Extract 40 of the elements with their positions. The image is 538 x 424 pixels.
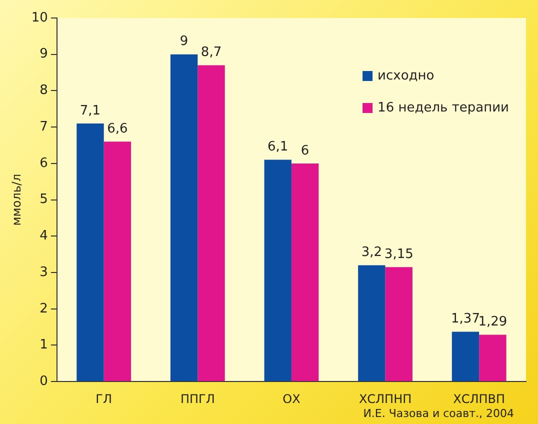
data-label: 6 (300, 143, 310, 158)
x-tick-label: ГЛ (96, 392, 112, 406)
legend-label: 16 недель терапии (378, 100, 510, 116)
bar (264, 160, 292, 382)
y-tick-label: 3 (40, 264, 48, 280)
bar (358, 265, 386, 382)
data-label: 7,1 (80, 103, 101, 118)
x-tick-label: ХСЛПНП (358, 392, 412, 406)
x-tick-label: ОХ (282, 392, 300, 406)
legend-label: исходно (378, 68, 434, 84)
data-label: 6,6 (107, 122, 128, 136)
bar (452, 332, 480, 382)
text: И.Е. Чазова и соавт., 2004 (363, 407, 514, 420)
x-tick-label: ППГЛ (180, 392, 215, 406)
x-tick-label: ХСЛПВП (453, 392, 506, 406)
data-label: 1,29 (478, 314, 508, 330)
bar (104, 142, 132, 382)
y-tick-label: 8 (40, 83, 48, 98)
y-tick-label: 1 (40, 338, 48, 353)
bar (479, 334, 506, 382)
data-label: 3,15 (384, 246, 414, 262)
bar (170, 54, 198, 382)
bar (291, 163, 319, 382)
y-tick-label: 7 (40, 119, 48, 134)
data-label: 3,2 (361, 245, 382, 260)
y-tick-label: 5 (40, 192, 48, 208)
bar (198, 65, 225, 382)
y-tick-label: 2 (40, 301, 48, 316)
y-tick-label: 0 (40, 374, 48, 389)
bar (76, 123, 104, 382)
data-label: 8,7 (200, 45, 222, 60)
y-axis-title: ммоль/л (9, 174, 24, 226)
bar (385, 267, 412, 382)
y-tick-label: 6 (40, 156, 48, 171)
data-label: 1,37 (451, 312, 480, 327)
y-tick-label: 4 (40, 228, 48, 244)
y-tick-label: 10 (31, 10, 48, 26)
y-tick-label: 9 (40, 46, 48, 62)
data-label: 6,1 (268, 140, 288, 155)
data-label: 9 (180, 34, 188, 50)
